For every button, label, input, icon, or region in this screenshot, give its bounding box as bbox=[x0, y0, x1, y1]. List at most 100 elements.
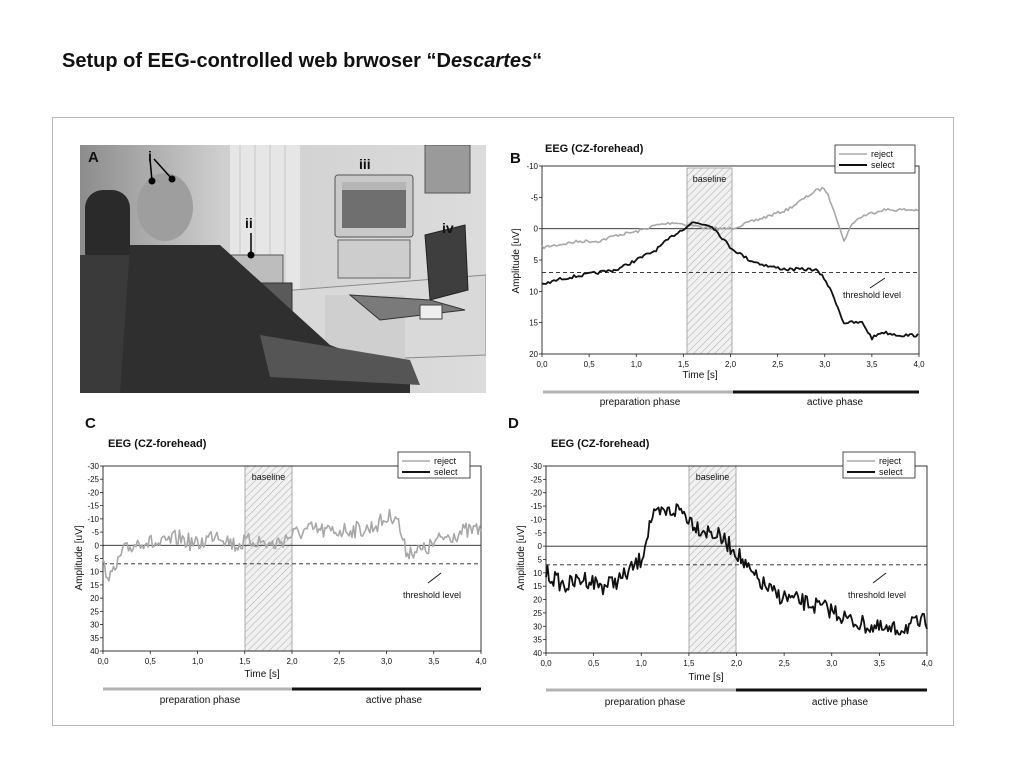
y-tick-label: 25 bbox=[90, 607, 99, 616]
panel-letter: B bbox=[510, 150, 521, 167]
threshold-label: threshold level bbox=[843, 290, 901, 300]
preparation-phase-label: preparation phase bbox=[160, 695, 241, 706]
y-tick-label: 20 bbox=[529, 350, 538, 359]
y-tick-label: -10 bbox=[526, 162, 538, 171]
panel-letter-a: A bbox=[88, 149, 99, 166]
preparation-phase-label: preparation phase bbox=[600, 397, 681, 408]
label-iv: iv bbox=[442, 220, 454, 236]
laptop-screen bbox=[424, 224, 469, 301]
x-tick-label: 1,5 bbox=[239, 657, 251, 666]
x-tick-label: 0,5 bbox=[588, 659, 600, 668]
x-tick-label: 2,0 bbox=[725, 360, 737, 369]
y-axis-label: Amplitude [uV] bbox=[511, 228, 522, 293]
y-tick-label: 0 bbox=[534, 225, 539, 234]
x-tick-label: 4,0 bbox=[921, 659, 933, 668]
x-tick-label: 1,5 bbox=[683, 659, 695, 668]
x-tick-label: 3,5 bbox=[874, 659, 886, 668]
laptop-base bbox=[348, 294, 466, 321]
x-tick-label: 0,0 bbox=[540, 659, 552, 668]
y-tick-label: 0 bbox=[538, 542, 543, 551]
y-tick-label: -5 bbox=[92, 528, 100, 537]
panel-title: EEG (CZ-forehead) bbox=[545, 143, 644, 155]
label-ii: ii bbox=[245, 215, 253, 231]
x-tick-label: 4,0 bbox=[913, 360, 925, 369]
y-tick-label: 10 bbox=[533, 569, 542, 578]
y-tick-label: 10 bbox=[529, 287, 538, 296]
x-tick-label: 2,5 bbox=[772, 360, 784, 369]
preparation-phase-label: preparation phase bbox=[605, 697, 686, 708]
x-tick-label: 3,5 bbox=[866, 360, 878, 369]
y-tick-label: -25 bbox=[530, 475, 542, 484]
y-tick-label: 5 bbox=[538, 556, 543, 565]
y-tick-label: -10 bbox=[87, 515, 99, 524]
y-tick-label: 20 bbox=[90, 594, 99, 603]
small-device bbox=[419, 304, 443, 320]
x-tick-label: 1,5 bbox=[678, 360, 690, 369]
x-tick-label: 2,5 bbox=[334, 657, 346, 666]
x-tick-label: 0,0 bbox=[97, 657, 109, 666]
y-tick-label: 0 bbox=[95, 541, 100, 550]
panel-letter: D bbox=[508, 415, 519, 432]
y-tick-label: -20 bbox=[87, 488, 99, 497]
x-tick-label: 1,0 bbox=[631, 360, 643, 369]
slide-title: Setup of EEG-controlled web brwoser “Des… bbox=[62, 50, 543, 72]
setup-photo: A i ii iii iv bbox=[80, 145, 486, 393]
baseline-label: baseline bbox=[252, 472, 286, 482]
y-tick-label: 15 bbox=[90, 581, 99, 590]
x-tick-label: 3,5 bbox=[428, 657, 440, 666]
panel-letter: C bbox=[85, 415, 96, 432]
legend-box bbox=[397, 451, 471, 479]
person-head bbox=[137, 173, 193, 241]
legend-label-select: select bbox=[871, 160, 895, 170]
label-i: i bbox=[148, 148, 152, 164]
baseline-window bbox=[244, 465, 293, 652]
y-tick-label: 10 bbox=[90, 568, 99, 577]
y-tick-label: -30 bbox=[530, 462, 542, 471]
panel-title: EEG (CZ-forehead) bbox=[108, 438, 207, 450]
baseline-window bbox=[686, 167, 733, 355]
threshold-arrow bbox=[869, 277, 886, 289]
y-tick-label: 30 bbox=[533, 622, 542, 631]
x-axis-label: Time [s] bbox=[688, 672, 723, 683]
series-line-reject bbox=[541, 186, 919, 250]
y-tick-label: -30 bbox=[87, 462, 99, 471]
y-axis-label: Amplitude [uV] bbox=[74, 525, 85, 590]
x-axis-label: Time [s] bbox=[682, 370, 717, 381]
label-iii: iii bbox=[359, 156, 371, 172]
y-tick-label: 5 bbox=[95, 555, 100, 564]
y-tick-label: 15 bbox=[529, 319, 538, 328]
wall-picture bbox=[424, 145, 471, 194]
x-tick-label: 4,0 bbox=[475, 657, 487, 666]
active-phase-label: active phase bbox=[807, 397, 864, 408]
y-tick-label: 20 bbox=[533, 596, 542, 605]
active-phase-label: active phase bbox=[366, 695, 423, 706]
x-tick-label: 2,0 bbox=[731, 659, 743, 668]
legend-box bbox=[834, 144, 916, 174]
x-tick-label: 2,0 bbox=[286, 657, 298, 666]
y-tick-label: -25 bbox=[87, 475, 99, 484]
chair-headrest bbox=[85, 190, 130, 270]
threshold-label: threshold level bbox=[848, 590, 906, 600]
y-axis-label: Amplitude [uV] bbox=[516, 525, 527, 590]
baseline-window bbox=[688, 465, 737, 654]
y-tick-label: -5 bbox=[531, 193, 539, 202]
x-tick-label: 3,0 bbox=[819, 360, 831, 369]
threshold-arrow bbox=[427, 572, 442, 584]
y-tick-label: 5 bbox=[534, 256, 539, 265]
legend-label-reject: reject bbox=[871, 149, 894, 159]
y-tick-label: 25 bbox=[533, 609, 542, 618]
y-tick-label: -15 bbox=[87, 502, 99, 511]
y-tick-label: 35 bbox=[90, 634, 99, 643]
y-tick-label: -20 bbox=[530, 489, 542, 498]
y-tick-label: 40 bbox=[533, 649, 542, 658]
x-tick-label: 0,5 bbox=[145, 657, 157, 666]
legend-label-reject: reject bbox=[434, 456, 457, 466]
x-tick-label: 1,0 bbox=[636, 659, 648, 668]
series-line-select bbox=[541, 221, 919, 341]
baseline-label: baseline bbox=[693, 174, 727, 184]
legend-box bbox=[842, 451, 916, 479]
threshold-arrow bbox=[872, 572, 887, 584]
series-line-reject bbox=[102, 508, 482, 582]
series-line-select bbox=[545, 503, 928, 636]
